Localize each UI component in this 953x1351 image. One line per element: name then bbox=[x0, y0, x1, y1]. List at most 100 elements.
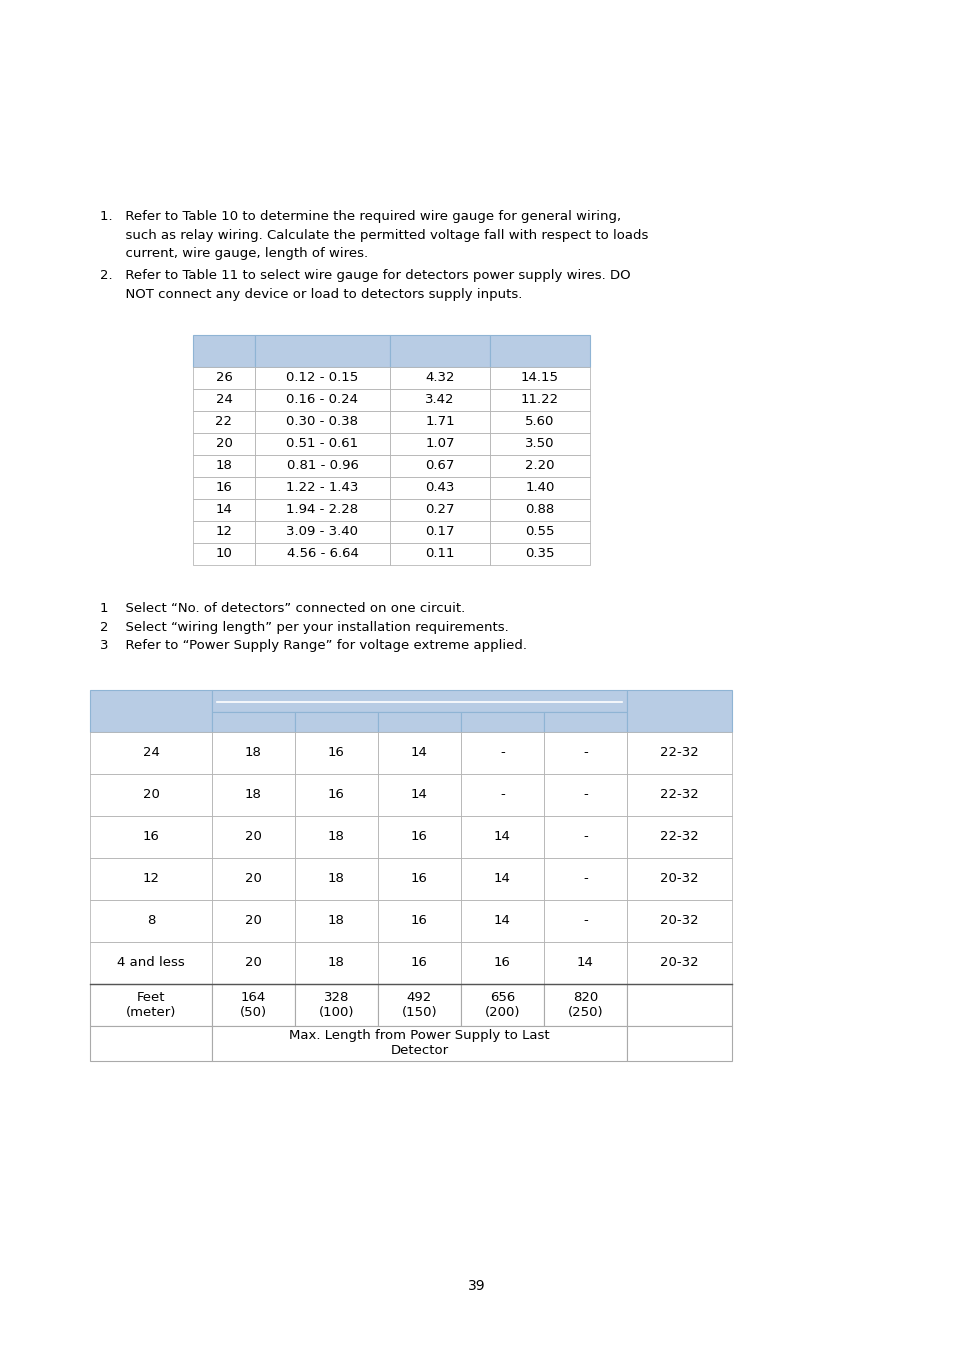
Bar bbox=[543, 732, 626, 774]
Bar bbox=[460, 816, 543, 858]
Bar bbox=[626, 690, 731, 732]
Bar bbox=[90, 858, 212, 900]
Bar bbox=[490, 499, 589, 520]
Text: 3.09 - 3.40: 3.09 - 3.40 bbox=[286, 526, 358, 538]
Text: 20-32: 20-32 bbox=[659, 957, 699, 970]
Bar bbox=[390, 520, 490, 543]
Bar bbox=[490, 454, 589, 477]
Bar bbox=[254, 454, 390, 477]
Bar bbox=[212, 732, 294, 774]
Bar bbox=[254, 411, 390, 432]
Bar bbox=[390, 543, 490, 565]
Bar bbox=[490, 520, 589, 543]
Text: 0.88: 0.88 bbox=[525, 503, 554, 516]
Text: 12: 12 bbox=[142, 873, 159, 885]
Bar bbox=[490, 477, 589, 499]
Bar bbox=[390, 411, 490, 432]
Bar bbox=[294, 816, 377, 858]
Bar bbox=[626, 1025, 731, 1061]
Bar bbox=[543, 984, 626, 1025]
Text: 1.   Refer to Table 10 to determine the required wire gauge for general wiring,: 1. Refer to Table 10 to determine the re… bbox=[100, 209, 620, 223]
Bar bbox=[193, 335, 254, 366]
Bar bbox=[193, 499, 254, 520]
Bar bbox=[626, 984, 731, 1025]
Text: 22-32: 22-32 bbox=[659, 789, 699, 801]
Bar bbox=[212, 858, 294, 900]
Bar bbox=[212, 900, 294, 942]
Bar bbox=[212, 712, 294, 732]
Text: 18: 18 bbox=[245, 747, 262, 759]
Text: 4.32: 4.32 bbox=[425, 372, 455, 384]
Text: 492
(150): 492 (150) bbox=[401, 992, 436, 1019]
Bar bbox=[377, 774, 460, 816]
Bar bbox=[626, 732, 731, 774]
Text: 14: 14 bbox=[494, 915, 511, 928]
Bar bbox=[294, 984, 377, 1025]
Text: 16: 16 bbox=[494, 957, 511, 970]
Text: 5.60: 5.60 bbox=[525, 415, 554, 428]
Text: 24: 24 bbox=[142, 747, 159, 759]
Text: -: - bbox=[582, 873, 587, 885]
Text: 2.   Refer to Table 11 to select wire gauge for detectors power supply wires. DO: 2. Refer to Table 11 to select wire gaug… bbox=[100, 269, 630, 282]
Text: 2    Select “wiring length” per your installation requirements.: 2 Select “wiring length” per your instal… bbox=[100, 621, 508, 634]
Bar bbox=[460, 858, 543, 900]
Bar bbox=[377, 816, 460, 858]
Text: 10: 10 bbox=[215, 547, 233, 561]
Bar bbox=[212, 816, 294, 858]
Bar bbox=[294, 858, 377, 900]
Text: 0.67: 0.67 bbox=[425, 459, 455, 471]
Bar bbox=[90, 1025, 212, 1061]
Bar bbox=[390, 454, 490, 477]
Text: 1.07: 1.07 bbox=[425, 436, 455, 450]
Bar bbox=[90, 942, 212, 984]
Bar bbox=[377, 984, 460, 1025]
Text: 16: 16 bbox=[411, 873, 428, 885]
Text: 328
(100): 328 (100) bbox=[318, 992, 354, 1019]
Bar bbox=[543, 858, 626, 900]
Text: 16: 16 bbox=[411, 957, 428, 970]
Text: 0.81 - 0.96: 0.81 - 0.96 bbox=[286, 459, 358, 471]
Bar bbox=[490, 543, 589, 565]
Text: 14.15: 14.15 bbox=[520, 372, 558, 384]
Text: 16: 16 bbox=[142, 831, 159, 843]
Text: 18: 18 bbox=[328, 957, 345, 970]
Text: 1.71: 1.71 bbox=[425, 415, 455, 428]
Bar bbox=[254, 335, 390, 366]
Text: 14: 14 bbox=[215, 503, 233, 516]
Bar bbox=[294, 712, 377, 732]
Text: 14: 14 bbox=[494, 831, 511, 843]
Text: 656
(200): 656 (200) bbox=[484, 992, 519, 1019]
Bar bbox=[193, 520, 254, 543]
Bar bbox=[377, 900, 460, 942]
Text: such as relay wiring. Calculate the permitted voltage fall with respect to loads: such as relay wiring. Calculate the perm… bbox=[100, 228, 648, 242]
Bar bbox=[90, 984, 212, 1025]
Bar bbox=[626, 858, 731, 900]
Text: -: - bbox=[582, 831, 587, 843]
Text: 16: 16 bbox=[328, 747, 345, 759]
Bar bbox=[193, 432, 254, 454]
Text: Feet
(meter): Feet (meter) bbox=[126, 992, 176, 1019]
Text: 22: 22 bbox=[215, 415, 233, 428]
Text: 0.55: 0.55 bbox=[525, 526, 554, 538]
Text: 0.27: 0.27 bbox=[425, 503, 455, 516]
Bar bbox=[460, 942, 543, 984]
Bar bbox=[543, 942, 626, 984]
Bar bbox=[212, 984, 294, 1025]
Text: -: - bbox=[499, 789, 504, 801]
Bar bbox=[490, 366, 589, 389]
Text: 20-32: 20-32 bbox=[659, 873, 699, 885]
Text: 16: 16 bbox=[411, 831, 428, 843]
Text: 0.12 - 0.15: 0.12 - 0.15 bbox=[286, 372, 358, 384]
Bar bbox=[390, 477, 490, 499]
Text: 18: 18 bbox=[245, 789, 262, 801]
Text: 16: 16 bbox=[215, 481, 233, 494]
Bar bbox=[377, 858, 460, 900]
Text: 14: 14 bbox=[577, 957, 594, 970]
Bar bbox=[193, 543, 254, 565]
Text: 16: 16 bbox=[411, 915, 428, 928]
Text: 12: 12 bbox=[215, 526, 233, 538]
Bar bbox=[294, 942, 377, 984]
Bar bbox=[460, 732, 543, 774]
Bar bbox=[294, 732, 377, 774]
Text: -: - bbox=[499, 747, 504, 759]
